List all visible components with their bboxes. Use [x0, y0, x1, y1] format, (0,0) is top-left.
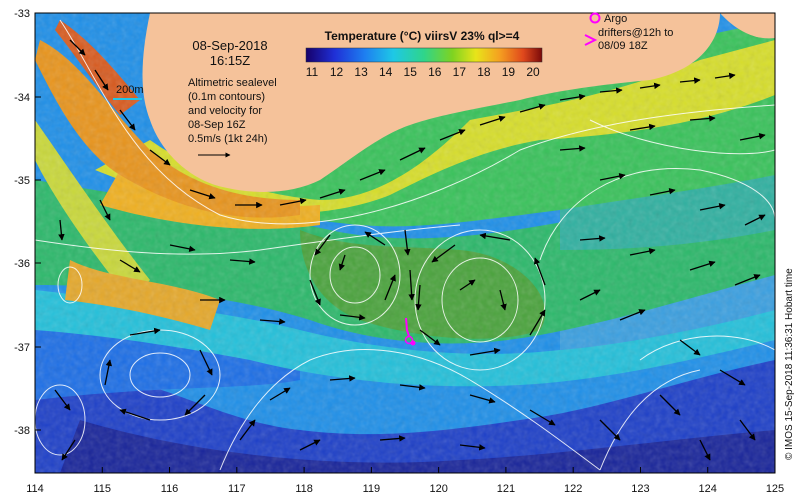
lon-tick-label: 119 [363, 483, 381, 495]
colorbar-ticks: 11 12 13 14 15 16 17 18 19 20 [306, 65, 540, 79]
lon-tick-label: 115 [93, 483, 111, 495]
drifter-marker-icon [584, 34, 598, 46]
scale-label: 200m [116, 84, 144, 96]
colorbar-tick-label: 11 [306, 65, 319, 79]
lat-tick-label: -37 [14, 342, 30, 354]
plot-frame [34, 12, 776, 474]
info-line-4: 08-Sep 16Z [188, 119, 246, 131]
sst-field [35, 13, 775, 473]
latitude-axis: -33 -34 -35 -36 -37 -38 [14, 8, 41, 437]
colorbar-tick-label: 14 [379, 65, 393, 79]
lon-tick-label: 124 [699, 483, 717, 495]
lon-tick-label: 118 [295, 483, 313, 495]
colorbar: Temperature (°C) viirsV 23% ql>=4 11 12 13… [305, 29, 543, 79]
sealevel-contours [35, 19, 775, 471]
lat-tick-label: -34 [14, 92, 30, 104]
colorbar-tick-label: 20 [526, 65, 540, 79]
drifter-legend: Argo drifters@12h to 08/09 18Z [584, 12, 673, 52]
info-line-2: (0.1m contours) [188, 91, 265, 103]
colorbar-tick-label: 17 [453, 65, 467, 79]
lat-tick-label: -36 [14, 258, 30, 270]
velocity-arrows [54, 39, 766, 461]
lat-tick-label: -35 [14, 175, 30, 187]
info-line-1: Altimetric sealevel [188, 77, 277, 89]
drifter-line-1: drifters@12h to [598, 27, 673, 39]
lat-tick-label: -33 [14, 8, 30, 20]
lon-tick-label: 120 [429, 483, 447, 495]
longitude-axis: 114 115 116 117 118 119 120 121 122 123 124 125 [26, 467, 784, 495]
map-info: 08-Sep-2018 16:15Z 200m Altimetric seale… [113, 38, 277, 158]
colorbar-tick-label: 12 [330, 65, 344, 79]
argo-label: Argo [604, 13, 627, 25]
colorbar-tick-label: 15 [404, 65, 418, 79]
lon-tick-label: 125 [766, 483, 784, 495]
colorbar-tick-label: 13 [354, 65, 368, 79]
drifter-line-2: 08/09 18Z [598, 40, 648, 52]
info-line-5: 0.5m/s (1kt 24h) [188, 133, 267, 145]
lat-tick-label: -38 [14, 425, 30, 437]
map-time: 16:15Z [210, 53, 251, 68]
map-date: 08-Sep-2018 [192, 38, 267, 53]
lon-tick-label: 114 [26, 483, 44, 495]
argo-drifter-track [404, 317, 416, 346]
colorbar-tick-label: 18 [477, 65, 491, 79]
colorbar-tick-label: 16 [428, 65, 442, 79]
lon-tick-label: 116 [161, 483, 179, 495]
argo-marker-icon [589, 12, 601, 24]
colorbar-tick-label: 19 [502, 65, 516, 79]
colorbar-gradient [305, 47, 543, 63]
colorbar-title: Temperature (°C) viirsV 23% ql>=4 [325, 29, 520, 43]
land-mass [142, 13, 720, 192]
lon-tick-label: 122 [564, 483, 582, 495]
lon-tick-label: 123 [631, 483, 649, 495]
credit-text: © IMOS 15-Sep-2018 11:36:31 Hobart time [784, 268, 795, 460]
lon-tick-label: 117 [228, 483, 246, 495]
info-line-3: and velocity for [188, 105, 262, 117]
lon-tick-label: 121 [497, 483, 515, 495]
